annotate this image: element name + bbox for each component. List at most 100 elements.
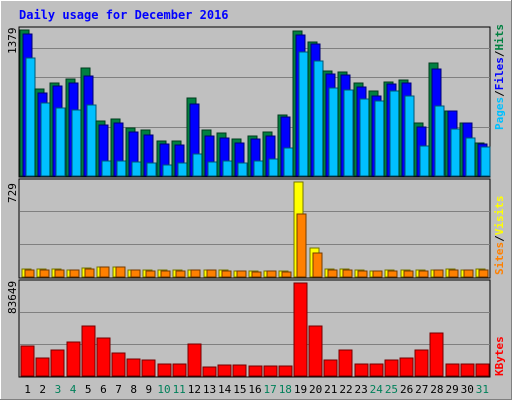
bar-pages-day-10 xyxy=(162,164,173,177)
bar-kbytes-day-25 xyxy=(384,359,399,377)
x-label-day-21: 21 xyxy=(324,383,337,396)
bar-sites-day-25 xyxy=(387,270,398,278)
kbytes-ymax-label: 83649 xyxy=(6,281,19,314)
x-label-day-7: 7 xyxy=(115,383,122,396)
bar-sites-day-22 xyxy=(342,269,353,278)
bar-pages-day-21 xyxy=(328,87,339,177)
legend-sep-1: / xyxy=(493,90,506,97)
bar-kbytes-day-9 xyxy=(141,359,156,377)
bar-kbytes-day-13 xyxy=(202,366,217,377)
bar-sites-day-9 xyxy=(145,270,156,278)
bar-sites-day-21 xyxy=(327,269,338,278)
x-label-day-17: 17 xyxy=(264,383,277,396)
bar-pages-day-18 xyxy=(283,147,294,177)
bar-sites-day-8 xyxy=(130,269,141,278)
bar-sites-day-27 xyxy=(418,270,429,278)
bar-kbytes-day-31 xyxy=(475,363,490,377)
bar-kbytes-day-20 xyxy=(308,325,323,377)
bar-kbytes-day-21 xyxy=(323,359,338,377)
bar-sites-day-3 xyxy=(54,269,65,278)
bar-pages-day-31 xyxy=(480,146,491,177)
x-label-day-26: 26 xyxy=(400,383,413,396)
bar-kbytes-day-26 xyxy=(399,357,414,377)
bar-kbytes-day-14 xyxy=(217,364,232,377)
bar-kbytes-day-7 xyxy=(111,352,126,377)
bar-kbytes-day-11 xyxy=(172,363,187,377)
legend-sites: Sites xyxy=(493,242,506,275)
x-label-day-24: 24 xyxy=(370,383,384,396)
bar-pages-day-6 xyxy=(101,160,112,177)
hits-ymax-label: 1379 xyxy=(6,28,19,55)
x-label-day-23: 23 xyxy=(355,383,368,396)
bar-pages-day-26 xyxy=(404,95,415,177)
bar-pages-day-29 xyxy=(450,128,461,177)
x-label-day-28: 28 xyxy=(430,383,443,396)
legend-sep-3: / xyxy=(493,235,506,242)
bar-pages-day-15 xyxy=(237,162,248,177)
x-label-day-5: 5 xyxy=(85,383,92,396)
bar-sites-day-11 xyxy=(175,270,186,278)
bar-pages-day-24 xyxy=(374,100,385,177)
bar-kbytes-day-28 xyxy=(429,332,444,377)
x-label-day-16: 16 xyxy=(248,383,261,396)
bar-sites-day-4 xyxy=(69,269,80,278)
bar-pages-day-27 xyxy=(419,145,430,177)
bar-kbytes-day-8 xyxy=(126,358,141,377)
bar-kbytes-day-22 xyxy=(338,349,353,377)
x-label-day-22: 22 xyxy=(339,383,352,396)
bar-pages-day-14 xyxy=(222,160,233,177)
bar-pages-day-8 xyxy=(131,161,142,177)
legend-sep-2: / xyxy=(493,50,506,57)
bar-kbytes-day-1 xyxy=(20,345,35,377)
chart-bars xyxy=(19,29,491,377)
bar-pages-day-19 xyxy=(298,51,309,177)
bar-sites-day-18 xyxy=(281,271,292,278)
bar-kbytes-day-4 xyxy=(66,341,81,377)
legend-visits: Visits xyxy=(493,196,506,236)
x-label-day-15: 15 xyxy=(233,383,246,396)
bar-pages-day-9 xyxy=(146,162,157,177)
bar-pages-day-11 xyxy=(177,162,188,177)
bar-kbytes-day-27 xyxy=(414,349,429,377)
bar-sites-day-1 xyxy=(24,269,35,278)
bar-pages-day-28 xyxy=(434,105,445,177)
bar-kbytes-day-18 xyxy=(278,365,293,377)
bar-pages-day-30 xyxy=(465,137,476,177)
legend-kbytes: KBytes xyxy=(493,336,506,376)
bar-sites-day-15 xyxy=(236,270,247,278)
bar-sites-day-6 xyxy=(99,266,110,278)
bar-pages-day-7 xyxy=(116,160,127,177)
bar-kbytes-day-5 xyxy=(81,325,96,377)
x-label-day-8: 8 xyxy=(130,383,137,396)
bar-pages-day-5 xyxy=(86,104,97,177)
bar-kbytes-day-10 xyxy=(157,363,172,377)
legend-pages: Pages xyxy=(493,97,506,130)
bar-kbytes-day-29 xyxy=(445,363,460,377)
bar-kbytes-day-17 xyxy=(263,365,278,377)
x-label-day-18: 18 xyxy=(279,383,292,396)
bar-pages-day-3 xyxy=(55,107,66,177)
x-label-day-2: 2 xyxy=(39,383,46,396)
bar-sites-day-28 xyxy=(433,269,444,278)
x-label-day-1: 1 xyxy=(24,383,31,396)
visits-ymax-label: 729 xyxy=(6,183,19,203)
bar-sites-day-5 xyxy=(84,268,95,278)
bar-kbytes-day-24 xyxy=(369,363,384,377)
bar-kbytes-day-6 xyxy=(96,337,111,377)
chart-title: Daily usage for December 2016 xyxy=(19,8,229,22)
bar-sites-day-12 xyxy=(190,269,201,278)
bar-sites-day-31 xyxy=(478,269,489,278)
bar-kbytes-day-12 xyxy=(187,343,202,377)
x-label-day-14: 14 xyxy=(218,383,232,396)
bar-pages-day-16 xyxy=(253,160,264,177)
x-label-day-13: 13 xyxy=(203,383,216,396)
bar-sites-day-19 xyxy=(296,213,307,278)
panel-visits-sites xyxy=(18,178,491,279)
bar-sites-day-7 xyxy=(115,266,126,278)
x-axis-labels: 1 2 3 4 5 6 7 8 9 10 11 12 13 14 15 16 17 18 19 20 21 22 23 24 2… xyxy=(24,383,489,396)
x-label-day-12: 12 xyxy=(188,383,201,396)
bar-kbytes-day-30 xyxy=(460,363,475,377)
bar-sites-day-2 xyxy=(39,269,50,278)
bar-kbytes-day-16 xyxy=(248,365,263,377)
